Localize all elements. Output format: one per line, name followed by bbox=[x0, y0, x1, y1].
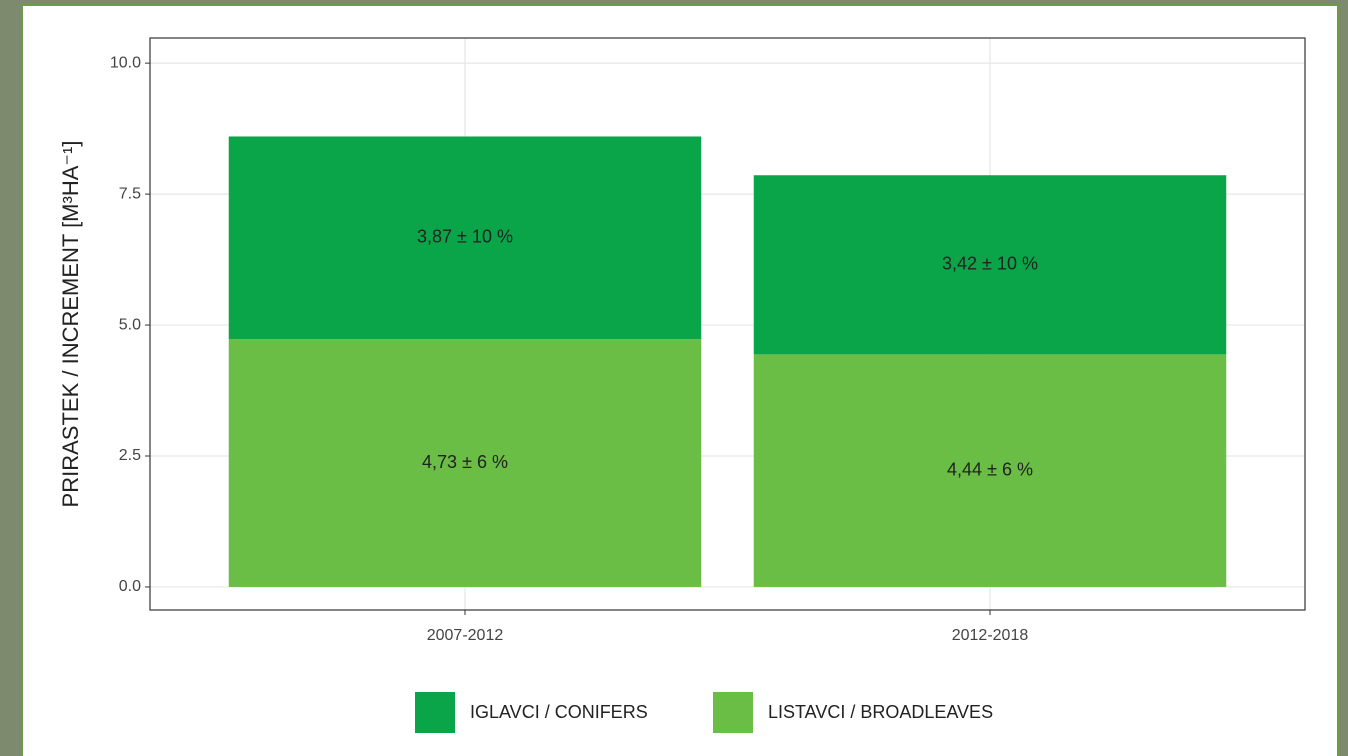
y-axis-title: PRIRASTEK / INCREMENT [M³HA⁻¹] bbox=[58, 141, 83, 508]
data-label: 4,44 ± 6 % bbox=[947, 459, 1033, 479]
data-label: 3,87 ± 10 % bbox=[417, 227, 513, 247]
bar-segment bbox=[753, 175, 1227, 355]
plot-border bbox=[149, 37, 1306, 611]
y-tick-label: 7.5 bbox=[119, 185, 141, 202]
legend-swatch bbox=[713, 692, 753, 733]
legend-swatch bbox=[415, 692, 455, 733]
bar-segment bbox=[753, 354, 1227, 587]
y-tick-label: 10.0 bbox=[110, 54, 141, 71]
bar-segment bbox=[228, 339, 702, 587]
x-tick-label: 2012-2018 bbox=[952, 627, 1029, 644]
x-tick-label: 2007-2012 bbox=[427, 627, 504, 644]
y-tick-label: 5.0 bbox=[119, 316, 141, 333]
y-tick-label: 2.5 bbox=[119, 447, 141, 464]
legend-label: IGLAVCI / CONIFERS bbox=[470, 702, 648, 722]
y-tick-label: 0.0 bbox=[119, 578, 141, 595]
bar-segment bbox=[228, 136, 702, 340]
data-label: 3,42 ± 10 % bbox=[942, 254, 1038, 274]
data-label: 4,73 ± 6 % bbox=[422, 452, 508, 472]
legend-label: LISTAVCI / BROADLEAVES bbox=[768, 702, 993, 722]
